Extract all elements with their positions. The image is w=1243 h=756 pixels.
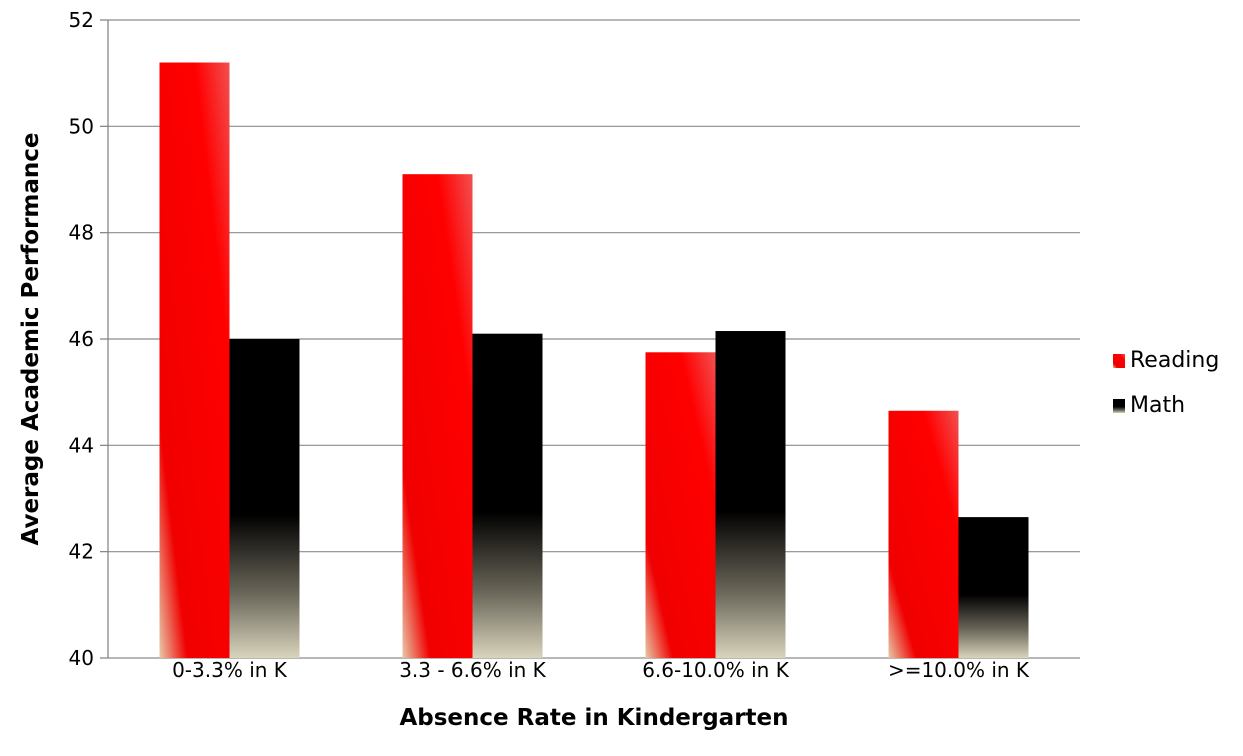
- legend: Reading Math: [1113, 348, 1219, 418]
- legend-label-math: Math: [1130, 393, 1185, 418]
- legend-label-reading: Reading: [1130, 348, 1219, 373]
- x-tick-labels: 0-3.3% in K 3.3 - 6.6% in K 6.6-10.0% in K…: [172, 658, 1030, 682]
- bar-reading-2: [645, 352, 716, 658]
- x-tick-label: 0-3.3% in K: [172, 658, 288, 682]
- bar-math-3: [958, 517, 1029, 658]
- y-tick-label: 50: [69, 114, 94, 138]
- bar-reading-0: [159, 62, 230, 659]
- legend-swatch-reading: [1113, 354, 1125, 368]
- bar-reading-3: [888, 410, 959, 658]
- y-tick-label: 40: [69, 646, 94, 670]
- legend-swatch-math: [1113, 399, 1125, 413]
- x-tick-label: >=10.0% in K: [888, 658, 1030, 682]
- y-tick-label: 44: [69, 433, 94, 457]
- x-tick-label: 6.6-10.0% in K: [642, 658, 790, 682]
- bar-reading-1: [402, 174, 473, 658]
- bars: [159, 62, 1029, 659]
- x-axis-title: Absence Rate in Kindergarten: [399, 705, 788, 731]
- y-tick-label: 46: [69, 327, 94, 351]
- y-tick-label: 42: [69, 540, 94, 564]
- bar-math-2: [715, 331, 786, 658]
- bar-math-0: [229, 339, 300, 658]
- bar-math-1: [472, 333, 543, 658]
- y-tick-label: 52: [69, 8, 94, 32]
- y-tick-labels: 40 42 44 46 48 50 52: [69, 8, 94, 670]
- x-tick-label: 3.3 - 6.6% in K: [399, 658, 546, 682]
- y-tick-label: 48: [69, 221, 94, 245]
- y-axis-title: Average Academic Performance: [18, 132, 44, 545]
